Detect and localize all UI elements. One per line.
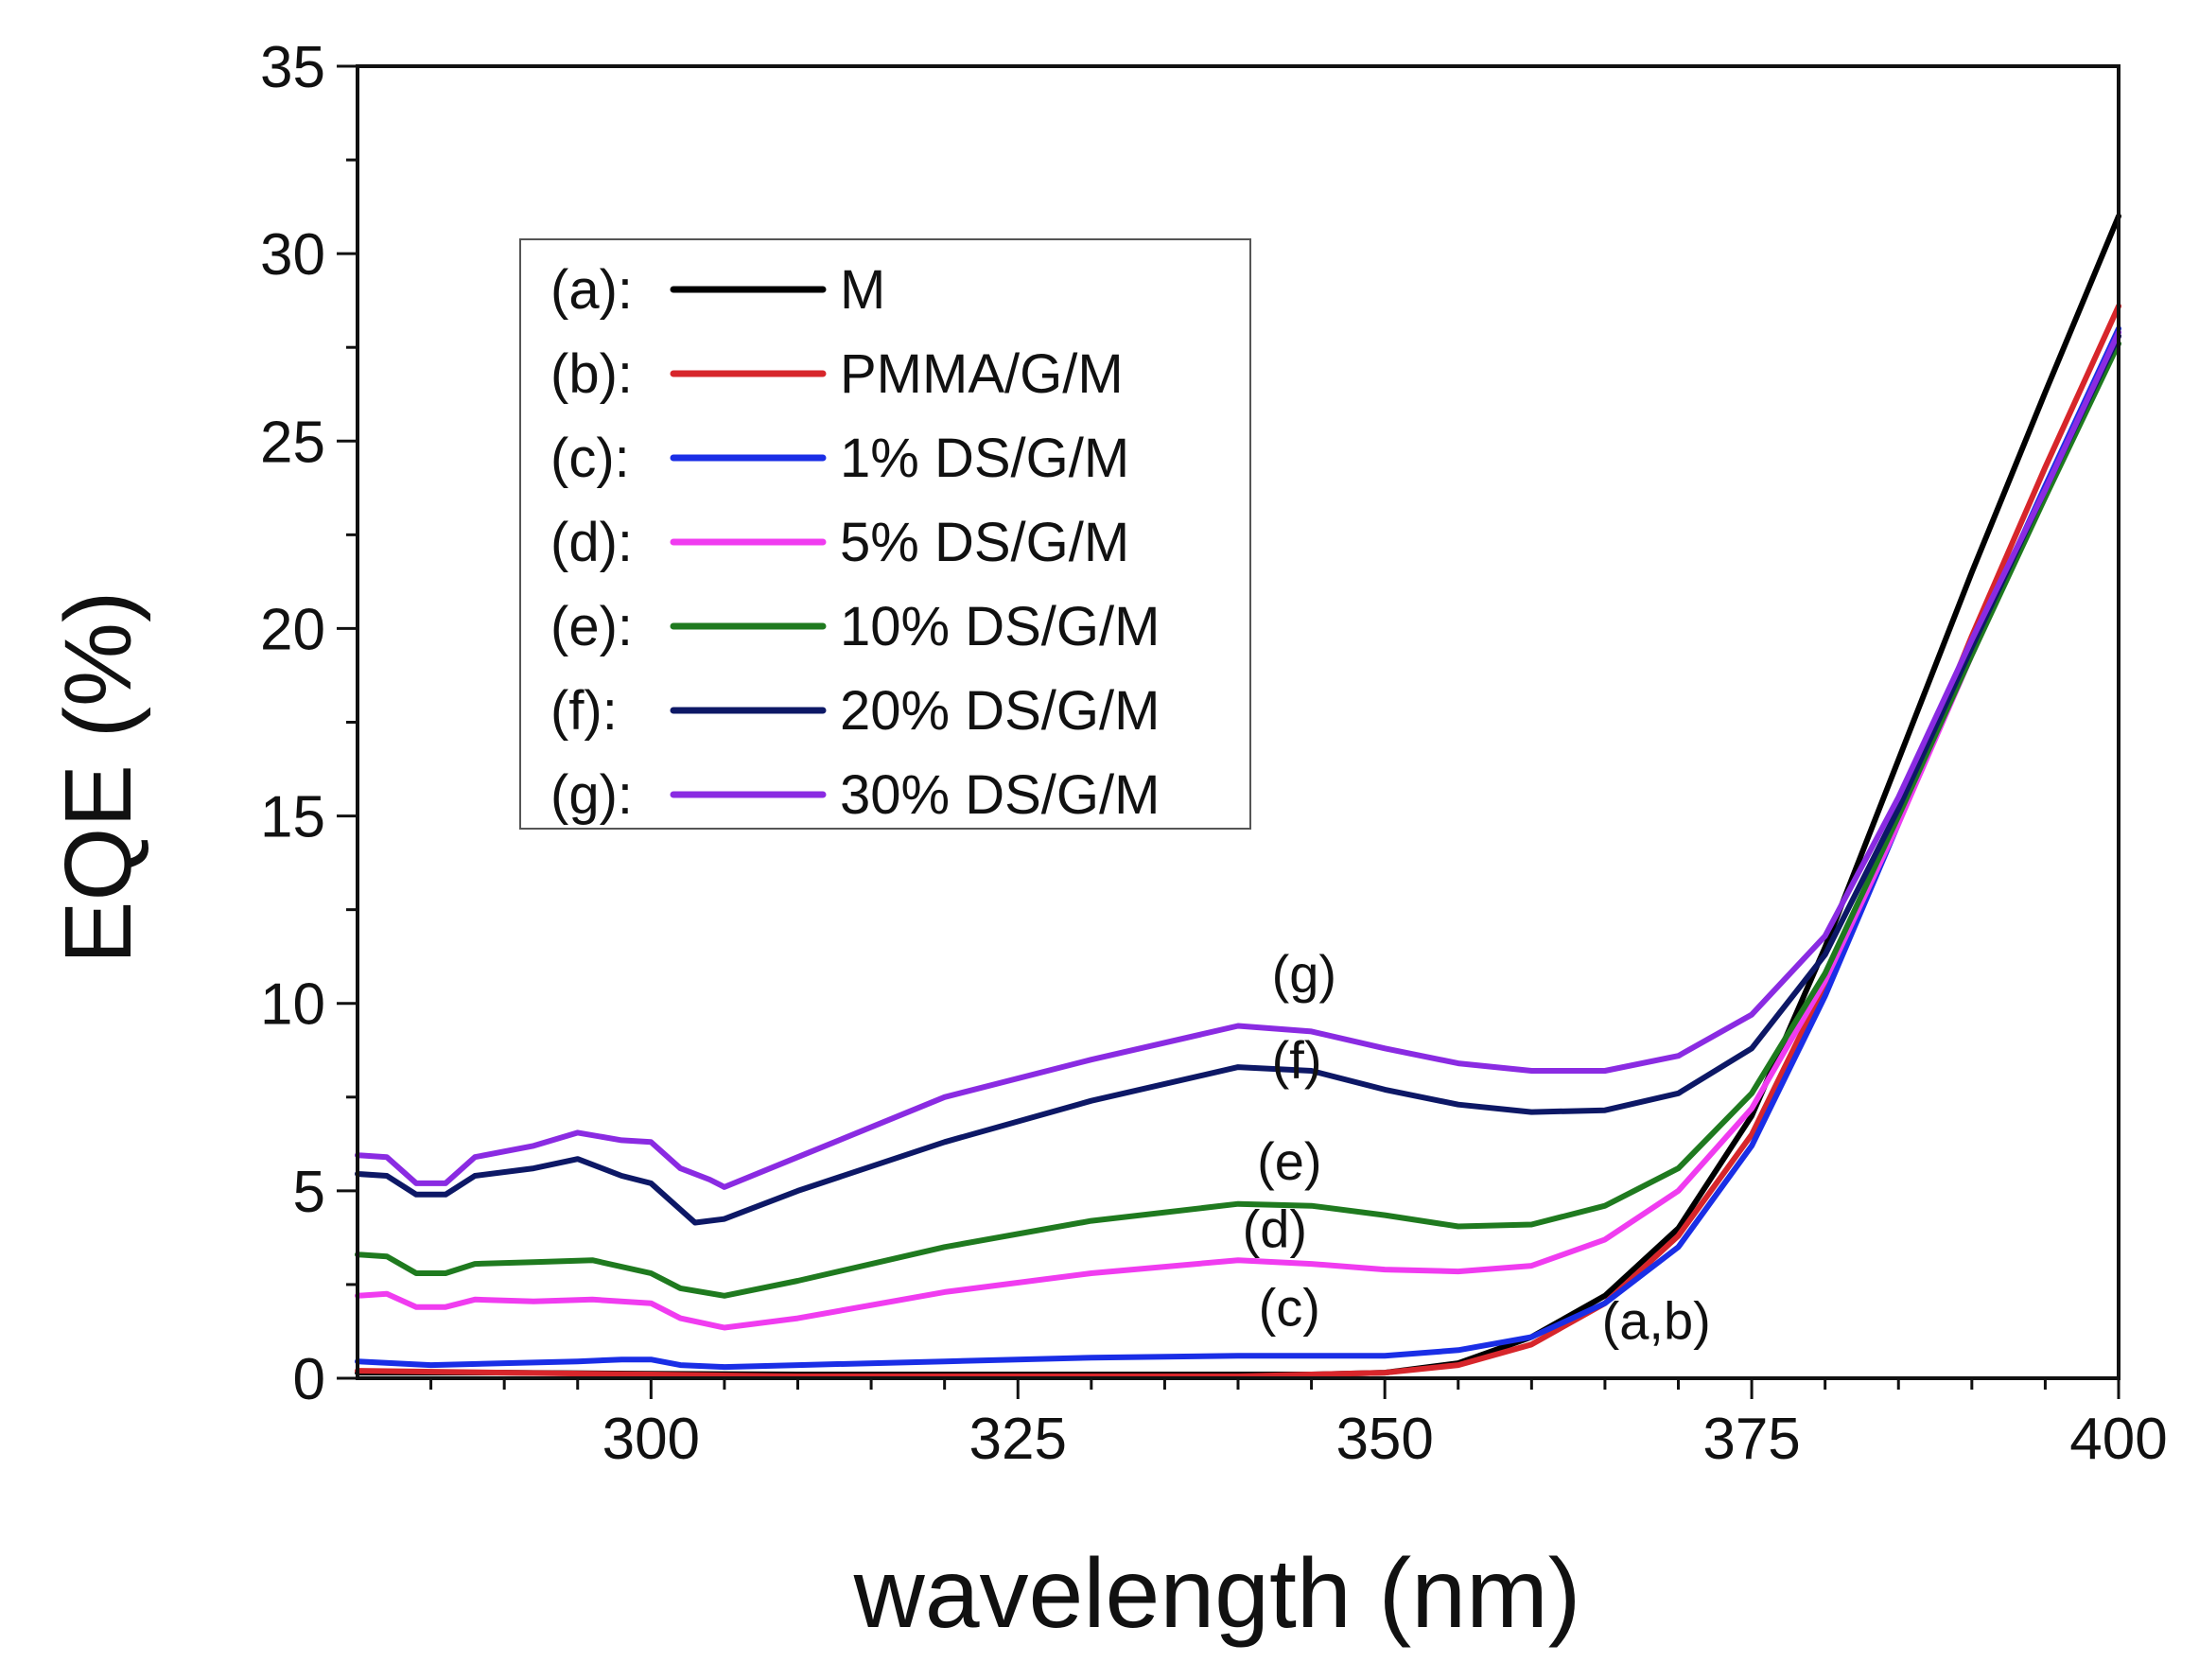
curve-annotation: (d)	[1243, 1199, 1307, 1258]
curve-annotation: (e)	[1257, 1131, 1321, 1191]
curve-annotation: (f)	[1272, 1030, 1322, 1090]
y-tick-label: 25	[260, 410, 325, 475]
curve-annotation: (g)	[1272, 944, 1336, 1004]
x-tick-label: 300	[602, 1407, 700, 1472]
x-tick-label: 350	[1335, 1407, 1433, 1472]
legend-label: M	[840, 259, 885, 321]
y-tick-label: 10	[260, 972, 325, 1038]
legend-key: (d):	[550, 512, 633, 573]
y-axis-title: EQE (%)	[45, 591, 151, 964]
annotation-layer: (g) (f) (e) (d) (c) (a,b)	[1243, 944, 1711, 1351]
series-line-d	[355, 333, 2121, 1331]
legend: (a): M (b): PMMA/G/M (c): 1% DS/G/M (d): 5% DS/…	[519, 238, 1251, 830]
y-tick-label: 20	[260, 597, 325, 662]
legend-label: 10% DS/G/M	[840, 596, 1160, 657]
legend-label: 5% DS/G/M	[840, 512, 1129, 573]
legend-key: (b):	[550, 343, 633, 405]
y-tick-label: 0	[293, 1347, 325, 1412]
y-tick-label: 35	[260, 35, 325, 100]
x-axis-title: wavelength (nm)	[853, 1539, 1581, 1649]
series-line-f	[355, 333, 2121, 1226]
x-tick-label: 325	[969, 1407, 1067, 1472]
legend-label: 1% DS/G/M	[840, 428, 1129, 489]
legend-label: 30% DS/G/M	[840, 764, 1160, 826]
series-line-g	[355, 329, 2121, 1190]
legend-label: PMMA/G/M	[840, 343, 1124, 405]
curve-annotation: (c)	[1259, 1278, 1320, 1338]
series-line-e	[355, 341, 2121, 1299]
legend-key: (a):	[550, 259, 633, 321]
curve-annotation: (a,b)	[1602, 1290, 1711, 1350]
legend-key: (c):	[550, 428, 630, 489]
legend-label: 20% DS/G/M	[840, 680, 1160, 742]
series-line-c	[355, 325, 2121, 1371]
legend-key: (f):	[550, 680, 618, 742]
legend-key: (e):	[550, 596, 633, 657]
y-tick-label: 5	[293, 1160, 325, 1225]
x-tick-label: 400	[2069, 1407, 2167, 1472]
legend-box	[519, 238, 1251, 830]
y-tick-label: 30	[260, 222, 325, 288]
legend-key: (g):	[550, 764, 633, 826]
y-tick-label: 15	[260, 785, 325, 850]
ticks-layer: 300 325 350 375 400 0 5 10 15 20 25 30 35	[260, 35, 2168, 1472]
x-tick-label: 375	[1702, 1407, 1800, 1472]
